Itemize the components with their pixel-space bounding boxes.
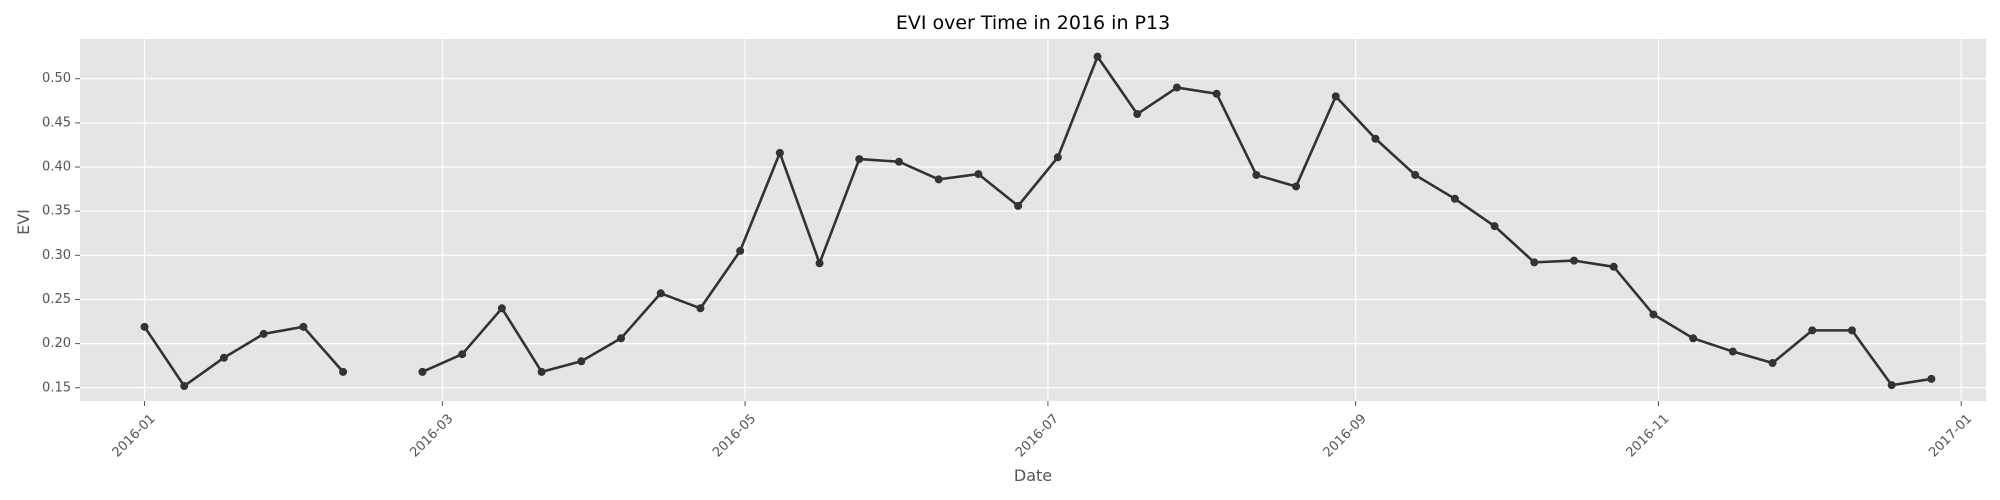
y-tick-label: 0.15 [42, 380, 71, 395]
y-tick-label: 0.30 [42, 248, 71, 263]
data-point [1331, 92, 1340, 101]
data-point [656, 289, 665, 298]
data-point [894, 157, 903, 166]
data-point [418, 367, 427, 376]
data-point [1133, 110, 1142, 119]
data-point [1014, 201, 1023, 210]
data-point [617, 334, 626, 343]
data-point [537, 367, 546, 376]
y-gridlines [80, 78, 1986, 389]
data-point [1292, 182, 1301, 191]
data-point [1093, 52, 1102, 61]
x-gridlines [143, 39, 1962, 401]
data-point [497, 304, 506, 313]
y-tick-label: 0.25 [42, 292, 71, 307]
data-point [934, 175, 943, 184]
series-line [143, 325, 345, 388]
data-point [1847, 326, 1856, 335]
data-point [577, 357, 586, 366]
data-point [1371, 134, 1380, 143]
data-point [1530, 258, 1539, 267]
data-point [775, 148, 784, 157]
data-point [458, 350, 467, 359]
y-tick-label: 0.20 [42, 336, 71, 351]
data-point [1053, 153, 1062, 162]
data-point [974, 170, 983, 179]
data-point [1927, 374, 1936, 383]
data-point [1887, 381, 1896, 390]
data-point [1570, 256, 1579, 265]
y-tick-label: 0.35 [42, 204, 71, 219]
plot-area [80, 39, 1986, 401]
data-point [1450, 194, 1459, 203]
data-point [815, 259, 824, 268]
data-point [1808, 326, 1817, 335]
data-point [1212, 89, 1221, 98]
data-point [1490, 222, 1499, 231]
data-point [1411, 170, 1420, 179]
data-point [180, 381, 189, 390]
data-point [1252, 170, 1261, 179]
data-point [259, 329, 268, 338]
data-point [855, 155, 864, 164]
y-axis-label: EVI [14, 209, 33, 235]
y-tick-label: 0.40 [42, 160, 71, 175]
x-axis-label: Date [1014, 466, 1052, 485]
data-point [299, 322, 308, 331]
chart-title: EVI over Time in 2016 in P13 [896, 12, 1170, 34]
series-layer [140, 52, 1936, 390]
data-point [1689, 334, 1698, 343]
y-tick-label: 0.50 [42, 71, 71, 86]
data-point [1649, 310, 1658, 319]
data-point [696, 304, 705, 313]
data-point [1609, 262, 1618, 271]
data-point [1172, 83, 1181, 92]
data-point [1728, 347, 1737, 356]
data-point [140, 322, 149, 331]
data-point [219, 353, 228, 362]
y-axis-ticks: 0.15 0.20 0.25 0.30 0.35 0.40 0.45 0.50 [42, 71, 80, 395]
data-point [339, 367, 348, 376]
data-point [736, 246, 745, 255]
y-tick-label: 0.45 [42, 115, 71, 130]
data-point [1768, 359, 1777, 368]
